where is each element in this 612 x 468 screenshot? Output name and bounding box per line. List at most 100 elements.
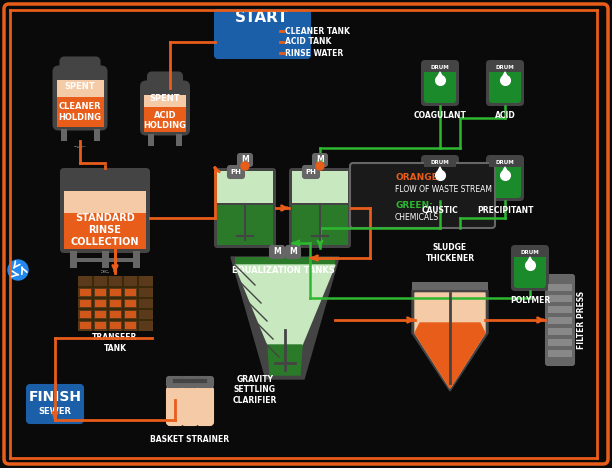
Text: GRAVITY
SETTLING
CLARIFIER: GRAVITY SETTLING CLARIFIER [233,375,277,405]
FancyBboxPatch shape [286,246,300,258]
Text: STANDARD
RINSE
COLLECTION: STANDARD RINSE COLLECTION [100,270,110,273]
FancyBboxPatch shape [80,288,91,295]
Text: ACID TANK: ACID TANK [285,37,331,46]
Text: CLEANER TANK: CLEANER TANK [285,27,350,36]
FancyBboxPatch shape [148,73,182,88]
FancyBboxPatch shape [56,97,103,126]
FancyBboxPatch shape [424,158,456,198]
Polygon shape [231,257,339,379]
FancyBboxPatch shape [102,251,109,268]
FancyBboxPatch shape [64,191,146,213]
Text: ACID: ACID [494,111,515,120]
Text: SPENT: SPENT [65,82,95,91]
FancyBboxPatch shape [350,163,495,228]
FancyBboxPatch shape [136,276,138,330]
FancyBboxPatch shape [289,168,351,248]
Text: CHEMICALS: CHEMICALS [395,213,439,222]
FancyBboxPatch shape [424,158,456,167]
FancyBboxPatch shape [94,322,105,329]
FancyBboxPatch shape [27,385,83,423]
FancyBboxPatch shape [124,288,135,295]
FancyBboxPatch shape [133,251,140,268]
Text: SPENT: SPENT [150,94,181,103]
FancyBboxPatch shape [421,60,459,106]
FancyBboxPatch shape [313,154,327,166]
Text: DRUM: DRUM [521,250,539,255]
Text: GREEN:: GREEN: [395,202,433,211]
FancyBboxPatch shape [78,307,152,309]
FancyBboxPatch shape [217,203,273,205]
Text: EQUALIZATION TANKS: EQUALIZATION TANKS [231,265,334,275]
FancyBboxPatch shape [548,284,572,291]
FancyBboxPatch shape [53,66,108,131]
FancyBboxPatch shape [292,203,348,205]
Polygon shape [436,167,444,175]
Text: FLOW OF WASTE STREAM: FLOW OF WASTE STREAM [395,185,492,195]
FancyBboxPatch shape [270,246,284,258]
FancyBboxPatch shape [489,63,521,72]
Text: ACID
HOLDING: ACID HOLDING [143,111,187,131]
FancyBboxPatch shape [110,300,121,307]
FancyBboxPatch shape [486,155,524,201]
Text: CAUSTIC: CAUSTIC [422,206,458,215]
FancyBboxPatch shape [176,133,182,146]
Text: DRUM: DRUM [431,65,449,70]
FancyBboxPatch shape [185,377,195,385]
Text: COAGULANT: COAGULANT [414,111,466,120]
FancyBboxPatch shape [78,285,152,287]
Polygon shape [501,167,509,175]
FancyBboxPatch shape [489,158,521,167]
FancyBboxPatch shape [167,377,183,387]
Circle shape [241,162,249,170]
FancyBboxPatch shape [124,310,135,317]
FancyBboxPatch shape [197,377,213,387]
Text: PH: PH [231,169,242,175]
FancyBboxPatch shape [167,387,183,425]
FancyBboxPatch shape [215,10,310,58]
Text: RINSE WATER: RINSE WATER [285,49,343,58]
FancyBboxPatch shape [80,300,91,307]
FancyBboxPatch shape [214,168,276,248]
FancyBboxPatch shape [61,58,100,73]
Text: M: M [289,248,297,256]
FancyBboxPatch shape [94,300,105,307]
Text: SPENT CLEANER
HOLDING: SPENT CLEANER HOLDING [74,146,86,148]
FancyBboxPatch shape [64,213,146,249]
FancyBboxPatch shape [148,133,154,146]
Text: M: M [241,155,249,164]
FancyBboxPatch shape [144,107,186,132]
FancyBboxPatch shape [94,129,100,140]
FancyBboxPatch shape [70,258,140,262]
Text: ●: ● [242,163,247,168]
Polygon shape [415,293,485,388]
FancyBboxPatch shape [140,80,190,136]
FancyBboxPatch shape [217,171,273,204]
FancyBboxPatch shape [182,377,198,387]
FancyBboxPatch shape [80,310,91,317]
Polygon shape [415,323,485,388]
FancyBboxPatch shape [548,317,572,324]
Text: TRANSFER
TANK: TRANSFER TANK [92,333,138,353]
FancyBboxPatch shape [122,276,124,330]
FancyBboxPatch shape [546,275,574,365]
FancyBboxPatch shape [514,248,546,288]
Text: SEWER: SEWER [39,407,72,416]
FancyBboxPatch shape [94,310,105,317]
FancyBboxPatch shape [292,171,348,204]
FancyBboxPatch shape [60,168,150,253]
FancyBboxPatch shape [124,300,135,307]
FancyBboxPatch shape [292,204,348,245]
Text: BASKET STRAINER: BASKET STRAINER [151,436,230,445]
FancyBboxPatch shape [424,63,456,103]
Polygon shape [501,72,509,80]
FancyBboxPatch shape [548,350,572,357]
FancyBboxPatch shape [144,95,186,113]
Text: POLYMER: POLYMER [510,296,550,305]
FancyBboxPatch shape [421,155,459,201]
Text: DRUM: DRUM [496,160,514,165]
FancyBboxPatch shape [78,319,152,321]
Polygon shape [235,265,335,345]
FancyBboxPatch shape [548,295,572,302]
FancyBboxPatch shape [548,339,572,346]
FancyBboxPatch shape [548,328,572,335]
